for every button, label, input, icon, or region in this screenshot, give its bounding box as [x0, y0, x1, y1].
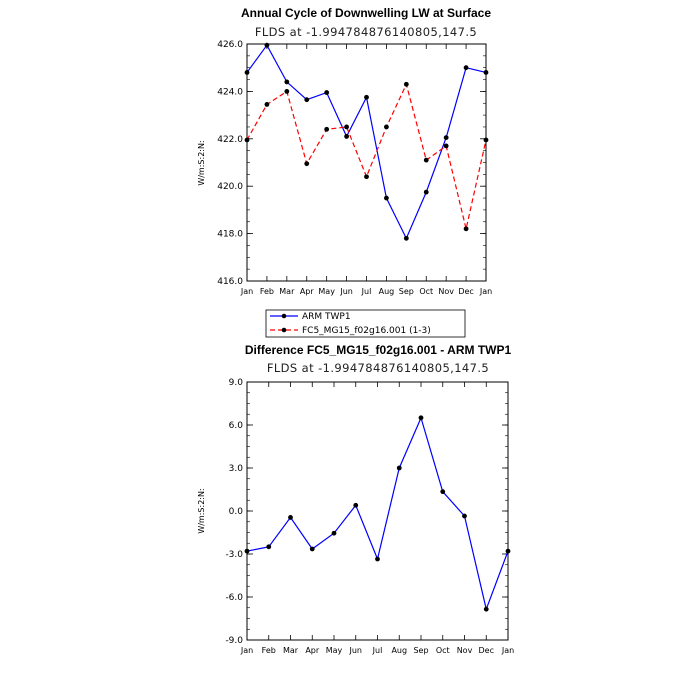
top-chart-x-tick-label: Dec — [458, 287, 473, 296]
top-chart-x-tick-label: Aug — [379, 287, 395, 296]
bottom-chart-series-0-point — [244, 548, 250, 554]
bottom-chart-y-tick-label: 9.0 — [229, 378, 244, 388]
top-chart-series-0-point — [463, 65, 469, 71]
top-chart-series-0-line — [246, 44, 487, 240]
bottom-chart-plot-frame — [246, 381, 509, 641]
top-chart-subtitle: FLDS at -1.994784876140805,147.5 — [255, 25, 477, 39]
bottom-chart-x-tick-label: Dec — [479, 646, 494, 655]
bottom-chart-x-tick-label: Jul — [372, 646, 383, 655]
bottom-chart-x-tick-label: Jan — [240, 646, 253, 655]
top-chart-plot: 416.0 418.0 420.0 422.0 424.0 426.0 Jan Feb Mar A… — [217, 40, 492, 296]
bottom-chart-series-0-point — [462, 513, 467, 519]
bottom-chart-x-tick-label: Sep — [413, 646, 428, 655]
top-chart-series-0-point — [304, 97, 310, 103]
bottom-chart-x-tick-label: May — [326, 646, 343, 655]
legend-marker-arm-twp1 — [281, 313, 287, 319]
top-chart-series-0-point — [483, 70, 489, 75]
top-chart-x-tick-label: Jan — [240, 287, 253, 296]
top-chart-x-tick-label: Feb — [260, 287, 274, 296]
top-chart-series-1-point — [483, 137, 489, 143]
bottom-chart-series-0-point — [353, 502, 359, 508]
bottom-chart-x-tick-label: Jan — [501, 646, 514, 655]
top-chart-series-1-point — [463, 226, 469, 232]
bottom-chart-title: Difference FC5_MG15_f02g16.001 - ARM TWP… — [245, 343, 512, 357]
top-chart-series-1-point — [423, 157, 429, 163]
bottom-chart-plot: -9.0 -6.0 -3.0 0.0 3.0 6.0 9.0 Jan Feb Mar Apr May J… — [225, 378, 514, 655]
bottom-chart-series-0-point — [440, 489, 446, 495]
top-chart-y-tick-label: 420.0 — [217, 182, 243, 192]
top-chart-x-tick-label: Jul — [361, 287, 372, 296]
top-chart-series-1-point — [244, 137, 250, 143]
top-chart-x-tick-label: Jun — [339, 287, 353, 296]
top-chart-series-1-point — [324, 126, 330, 132]
top-chart-series-0-point — [403, 235, 409, 241]
top-chart-y-tick-label: 416.0 — [217, 277, 243, 287]
top-chart-x-tick-label: Sep — [399, 287, 414, 296]
bottom-chart-x-tick-label: Oct — [436, 646, 450, 655]
legend: ARM TWP1 FC5_MG15_f02g16.001 (1-3) — [265, 309, 466, 338]
top-chart-series-1-point — [264, 102, 270, 107]
top-chart-x-tick-label: Oct — [419, 287, 433, 296]
bottom-chart-x-tick-label: Aug — [391, 646, 407, 655]
legend-label-fc5: FC5_MG15_f02g16.001 (1-3) — [302, 326, 431, 336]
top-chart-series-0-point — [344, 134, 349, 139]
top-chart-y-axis-label: W/m:S:2:N: — [197, 140, 206, 185]
bottom-chart-series-0-point — [418, 415, 424, 421]
top-chart-y-tick-label: 422.0 — [217, 135, 243, 145]
top-chart-y-tick-label: 424.0 — [217, 87, 243, 97]
top-chart-series-0-point — [264, 42, 270, 48]
top-chart-series-1-point — [443, 143, 449, 149]
top-chart-x-tick-label: Jan — [479, 287, 492, 296]
bottom-chart-y-tick-label: -9.0 — [225, 636, 243, 646]
legend-label-arm-twp1: ARM TWP1 — [302, 312, 351, 322]
legend-box — [265, 309, 466, 338]
bottom-chart-y-tick-label: 0.0 — [229, 507, 244, 517]
top-chart-y-tick-label: 418.0 — [217, 230, 243, 240]
bottom-chart-series-0-line — [246, 416, 509, 612]
bottom-chart-x-tick-label: Mar — [283, 646, 299, 655]
bottom-chart-series-0-point — [396, 465, 402, 471]
top-chart-series-0-point — [284, 79, 290, 85]
top-chart-series-0-point — [244, 70, 250, 75]
bottom-chart-x-tick-label: Nov — [457, 646, 473, 655]
top-chart-x-tick-label: Mar — [279, 287, 295, 296]
bottom-chart-series-0-point — [483, 606, 489, 612]
top-chart-x-tick-label: May — [318, 287, 335, 296]
bottom-chart-y-tick-label: -3.0 — [225, 550, 243, 560]
top-chart-title: Annual Cycle of Downwelling LW at Surfac… — [241, 6, 491, 20]
top-chart-y-tick-label: 426.0 — [217, 40, 243, 50]
top-chart-series-1-point — [284, 89, 290, 94]
bottom-chart-subtitle: FLDS at -1.994784876140805,147.5 — [267, 361, 489, 375]
bottom-chart-x-tick-label: Apr — [305, 646, 320, 655]
bottom-chart-x-tick-label: Jun — [349, 646, 363, 655]
bottom-chart-series-0-point — [266, 544, 272, 550]
bottom-chart-y-tick-label: 6.0 — [229, 421, 244, 431]
bottom-chart-y-tick-label: 3.0 — [229, 464, 244, 474]
top-chart-series-1-point — [403, 81, 409, 87]
top-chart-series-1-point — [384, 124, 389, 130]
top-chart-series-1-point — [344, 124, 349, 130]
bottom-chart-series-0-point — [375, 556, 380, 562]
legend-marker-fc5 — [281, 327, 287, 333]
top-chart-series-0-point — [364, 94, 369, 100]
top-chart-series-0-point — [443, 135, 449, 141]
bottom-chart-y-axis-label: W/m:S:2:N: — [197, 488, 206, 533]
bottom-chart-y-tick-label: -6.0 — [225, 593, 243, 603]
top-chart-series-0-point — [324, 90, 330, 95]
top-chart-series-1-point — [364, 174, 369, 180]
top-chart-series-0-point — [384, 195, 389, 201]
bottom-chart-series-0-point — [331, 530, 337, 536]
top-chart-x-tick-label: Apr — [300, 287, 315, 296]
bottom-chart-x-tick-label: Feb — [262, 646, 276, 655]
bottom-chart-series-0-point — [309, 546, 315, 552]
top-chart-series-0-point — [423, 189, 429, 195]
bottom-chart-series-0-point — [288, 515, 293, 520]
top-chart-x-tick-label: Nov — [438, 287, 454, 296]
top-chart-series-1-point — [304, 161, 310, 167]
bottom-chart-series-0-point — [505, 548, 511, 554]
top-chart-series-1-line — [246, 82, 487, 230]
